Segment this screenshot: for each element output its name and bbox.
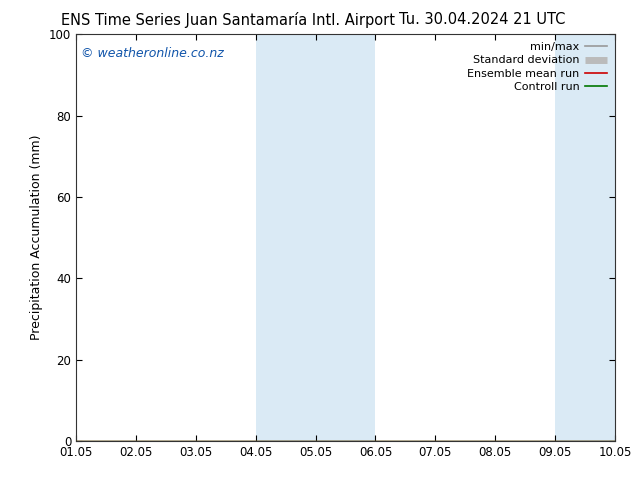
Bar: [256, 34, 375, 441]
Text: © weatheronline.co.nz: © weatheronline.co.nz: [81, 47, 224, 59]
Y-axis label: Precipitation Accumulation (mm): Precipitation Accumulation (mm): [30, 135, 43, 341]
Bar: [555, 34, 615, 441]
Legend: min/max, Standard deviation, Ensemble mean run, Controll run: min/max, Standard deviation, Ensemble me…: [463, 38, 612, 97]
Text: Tu. 30.04.2024 21 UTC: Tu. 30.04.2024 21 UTC: [399, 12, 565, 27]
Text: ENS Time Series Juan Santamaría Intl. Airport: ENS Time Series Juan Santamaría Intl. Ai…: [61, 12, 395, 28]
